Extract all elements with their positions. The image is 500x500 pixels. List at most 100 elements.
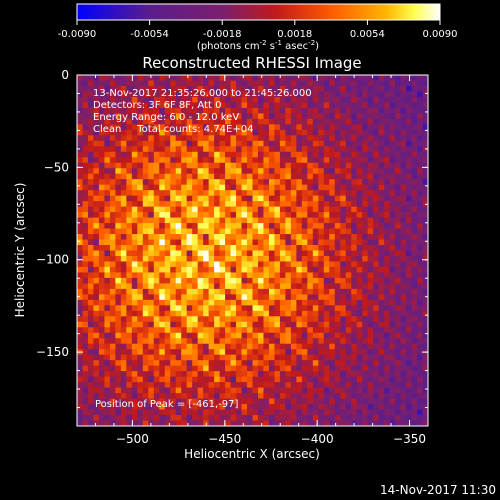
heatmap-cell xyxy=(329,376,336,383)
heatmap-cell xyxy=(219,96,226,104)
heatmap-cell xyxy=(268,283,276,290)
heatmap-cell xyxy=(214,338,221,345)
heatmap-cell xyxy=(148,157,155,164)
heatmap-cell xyxy=(384,316,391,323)
heatmap-cell xyxy=(142,371,149,378)
heatmap-cell xyxy=(323,415,330,422)
heatmap-cell xyxy=(93,409,100,416)
heatmap-cell xyxy=(411,223,418,230)
heatmap-cell xyxy=(197,96,204,104)
heatmap-cell xyxy=(356,321,363,328)
heatmap-cell xyxy=(422,234,428,241)
heatmap-cell xyxy=(329,107,336,114)
heatmap-cell xyxy=(247,80,254,87)
heatmap-cell xyxy=(268,195,276,202)
heatmap-cell xyxy=(109,190,116,197)
heatmap-cell xyxy=(389,234,396,241)
heatmap-cell xyxy=(312,184,319,191)
heatmap-cell xyxy=(334,75,341,82)
heatmap-cell xyxy=(373,415,380,422)
heatmap-cell xyxy=(279,316,287,323)
heatmap-cell xyxy=(170,234,177,241)
heatmap-cell xyxy=(257,135,265,142)
heatmap-cell xyxy=(230,321,237,328)
heatmap-cell xyxy=(241,75,248,82)
heatmap-cell xyxy=(77,332,84,339)
heatmap-cell xyxy=(181,398,188,405)
heatmap-cell xyxy=(170,420,177,426)
heatmap-cell xyxy=(219,151,226,158)
heatmap-cell xyxy=(279,201,287,208)
heatmap-cell xyxy=(148,283,155,290)
heatmap-cell xyxy=(203,305,210,312)
heatmap-cell xyxy=(301,75,308,82)
heatmap-cell xyxy=(356,415,363,422)
heatmap-cell xyxy=(131,255,138,263)
heatmap-cell xyxy=(373,387,380,394)
heatmap-cell xyxy=(126,75,133,82)
heatmap-cell xyxy=(422,415,428,422)
heatmap-cell xyxy=(373,157,380,164)
heatmap-cell xyxy=(104,338,111,345)
heatmap-cell xyxy=(378,223,385,230)
heatmap-cell xyxy=(159,162,166,169)
heatmap-cell xyxy=(285,135,292,142)
heatmap-cell xyxy=(307,201,314,208)
heatmap-cell xyxy=(192,360,199,367)
plot-frame xyxy=(76,74,429,427)
heatmap-cell xyxy=(164,387,171,394)
heatmap-cell xyxy=(318,420,325,426)
heatmap-cell xyxy=(126,420,133,426)
heatmap-cell xyxy=(373,376,380,383)
heatmap-cell xyxy=(323,316,330,323)
heatmap-cell xyxy=(252,107,259,114)
heatmap-cell xyxy=(252,349,259,356)
heatmap-cell xyxy=(203,321,210,328)
heatmap-cell xyxy=(186,266,193,274)
heatmap-cell xyxy=(159,184,166,191)
heatmap-cell xyxy=(109,343,116,350)
heatmap-cell xyxy=(340,190,347,197)
heatmap-cell xyxy=(159,382,166,389)
heatmap-cell xyxy=(367,288,374,295)
heatmap-cell xyxy=(285,382,292,389)
heatmap-cell xyxy=(378,255,385,263)
heatmap-cell xyxy=(356,184,363,191)
heatmap-cell xyxy=(296,349,303,356)
heatmap-cell xyxy=(351,96,358,104)
heatmap-cell xyxy=(137,255,144,263)
heatmap-cell xyxy=(159,294,166,301)
heatmap-cell xyxy=(279,321,287,328)
heatmap-cell xyxy=(400,299,407,306)
heatmap-cell xyxy=(104,371,111,378)
heatmap-cell xyxy=(373,261,380,268)
heatmap-cell xyxy=(98,266,106,274)
heatmap-cell xyxy=(362,255,369,263)
heatmap-cell xyxy=(214,129,221,136)
heatmap-cell xyxy=(192,266,199,274)
heatmap-cell xyxy=(252,85,259,93)
heatmap-cell xyxy=(120,91,127,98)
heatmap-cell xyxy=(268,96,276,104)
heatmap-cell xyxy=(142,338,149,345)
heatmap-cell xyxy=(389,151,396,158)
heatmap-cell xyxy=(109,195,116,202)
heatmap-cell xyxy=(274,387,281,394)
heatmap-cell xyxy=(367,272,374,279)
heatmap-cell xyxy=(356,234,363,241)
heatmap-cell xyxy=(389,398,396,405)
heatmap-cell xyxy=(203,261,210,268)
heatmap-cell xyxy=(109,387,116,394)
heatmap-cell xyxy=(93,107,100,114)
heatmap-cell xyxy=(247,151,254,158)
heatmap-cell xyxy=(98,201,106,208)
heatmap-cell xyxy=(208,140,215,147)
heatmap-cell xyxy=(351,321,358,328)
heatmap-cell xyxy=(351,266,358,274)
heatmap-cell xyxy=(241,376,248,383)
heatmap-cell xyxy=(120,266,127,274)
heatmap-cell xyxy=(159,255,166,263)
heatmap-cell xyxy=(247,277,254,285)
heatmap-cell xyxy=(290,129,297,136)
heatmap-cell xyxy=(230,371,237,378)
